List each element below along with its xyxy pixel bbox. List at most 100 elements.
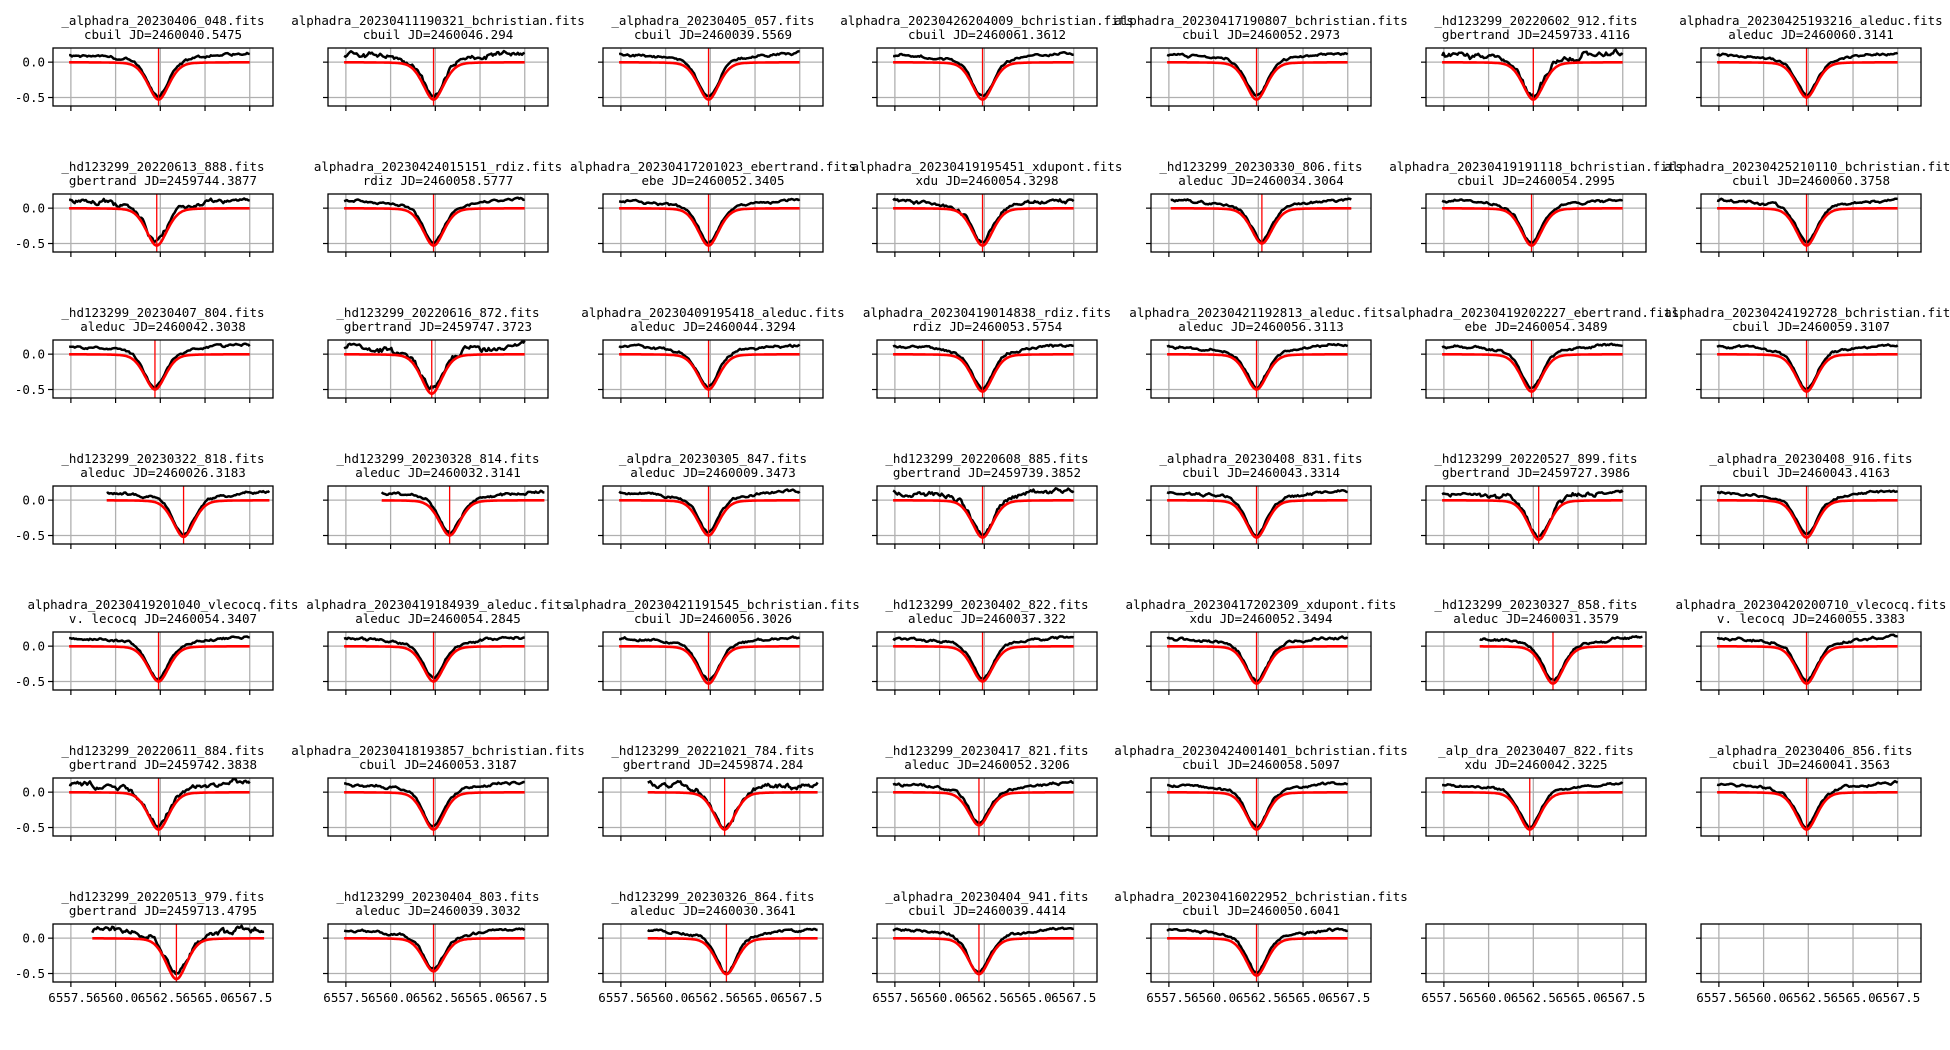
observed-spectrum-line (68, 777, 251, 829)
subplot-panel: alphadra_20230417190807_bchristian.fitsc… (1114, 13, 1408, 111)
subplot-title-info: cbuil JD=2460040.5475 (84, 27, 242, 42)
x-tick-label: 6560.0 (643, 990, 688, 1005)
subplot-title-file: _hd123299_20230326_864.fits (611, 889, 814, 904)
observed-spectrum-line (1166, 635, 1349, 683)
subplot-title-file: _alp_dra_20230407_822.fits (1438, 743, 1634, 758)
axes-frame (1425, 339, 1647, 399)
subplot-title-file: _hd123299_20230322_818.fits (61, 451, 264, 466)
subplot-title-info: aleduc JD=2460030.3641 (630, 903, 796, 918)
x-tick-label: 6565.0 (1006, 990, 1051, 1005)
subplot-panel: alphadra_20230419184939_aleduc.fitsaledu… (306, 597, 570, 695)
subplot-panel: alphadra_20230425210110_bchristian.fitsc… (1664, 159, 1950, 257)
subplot-panel: alphadra_20230419191118_bchristian.fitsc… (1389, 159, 1683, 257)
axes-frame (1700, 47, 1922, 107)
x-tick-label: 6557.5 (1696, 990, 1741, 1005)
axes-frame (1150, 631, 1372, 691)
observed-spectrum-line (1716, 779, 1899, 830)
axes-frame (1700, 339, 1922, 399)
observed-spectrum-line (1166, 488, 1348, 538)
y-tick-label: -0.5 (15, 674, 45, 689)
axes-frame (52, 339, 274, 399)
observed-spectrum-line (892, 779, 1074, 825)
x-tick-label: 6567.5 (1600, 990, 1645, 1005)
fit-profile-line (1166, 498, 1348, 539)
subplot-title-file: alphadra_20230418193857_bchristian.fits (291, 743, 585, 758)
fit-profile-line (68, 60, 250, 101)
subplot-title-file: _hd123299_20230402_822.fits (885, 597, 1088, 612)
fit-profile-line (343, 207, 525, 247)
subplot-title-info: aleduc JD=2460037.322 (908, 611, 1066, 626)
fit-profile-line (1170, 207, 1352, 245)
axes-frame (52, 631, 274, 691)
subplot-title-info: xdu JD=2460052.3494 (1190, 611, 1333, 626)
observed-spectrum-line (1166, 927, 1349, 975)
axes-frame (1425, 47, 1647, 107)
subplot-title-file: alphadra_20230419195451_xdupont.fits (852, 159, 1123, 174)
axes-frame (52, 923, 274, 983)
subplot-title-file: _hd123299_20220616_872.fits (336, 305, 539, 320)
y-tick-label: 0.0 (22, 493, 45, 508)
fit-profile-line (1441, 498, 1623, 542)
subplot-title-info: v. lecocq JD=2460055.3383 (1717, 611, 1905, 626)
axes-frame (1150, 193, 1372, 253)
fit-profile-line (618, 644, 800, 685)
fit-profile-line (92, 936, 265, 981)
subplot-title-file: _hd123299_20230417_821.fits (885, 743, 1088, 758)
observed-spectrum-line (1441, 342, 1623, 390)
fit-profile-line (1441, 207, 1623, 247)
axes-frame (1700, 485, 1922, 545)
axes-frame (52, 485, 274, 545)
observed-spectrum-line (343, 196, 525, 245)
subplot-title-info: cbuil JD=2460061.3612 (908, 27, 1066, 42)
observed-spectrum-line (1166, 51, 1349, 97)
fit-profile-line (647, 790, 818, 831)
axes-frame (602, 923, 824, 983)
subplot-title-file: _hd123299_20220602_912.fits (1434, 13, 1637, 28)
fit-profile-line (381, 498, 545, 537)
subplot-panel: alphadra_20230424192728_bchristian.fitsc… (1664, 305, 1950, 403)
observed-spectrum-line (1479, 635, 1643, 682)
subplot-title-file: _hd123299_20221021_784.fits (611, 743, 814, 758)
axes-frame (327, 339, 549, 399)
axes-frame (1150, 777, 1372, 837)
axes-frame (1150, 47, 1372, 107)
observed-spectrum-line (69, 197, 250, 244)
subplot-title-file: alphadra_20230419014838_rdiz.fits (863, 305, 1111, 320)
axes-frame (1425, 631, 1647, 691)
observed-spectrum-line (343, 339, 526, 391)
axes-frame (602, 47, 824, 107)
subplot-title-file: alphadra_20230417202309_xdupont.fits (1126, 597, 1397, 612)
axes-frame (52, 47, 274, 107)
fit-profile-line (68, 790, 250, 831)
fit-profile-line (106, 498, 270, 539)
observed-spectrum-line (1442, 781, 1624, 829)
fit-profile-line (892, 352, 1074, 393)
subplot-title-info: cbuil JD=2460059.3107 (1732, 319, 1890, 334)
subplot-title-info: aleduc JD=2460060.3141 (1728, 27, 1894, 42)
observed-spectrum-line (1716, 343, 1899, 391)
subplot-panel: 6557.5 6560.0 6562.5 6565.0 6567.5 (1421, 923, 1647, 1005)
axes-frame (327, 193, 549, 253)
y-tick-label: 0.0 (22, 55, 45, 70)
observed-spectrum-line (892, 635, 1074, 681)
x-tick-label: 6567.5 (227, 990, 272, 1005)
x-tick-label: 6565.0 (732, 990, 777, 1005)
subplot-title-file: _alpdra_20230305_847.fits (619, 451, 807, 466)
observed-spectrum-line (343, 780, 525, 828)
axes-frame (876, 47, 1098, 107)
subplot-title-file: _hd123299_20220613_888.fits (61, 159, 264, 174)
axes-frame (602, 631, 824, 691)
subplot-title-info: aleduc JD=2460039.3032 (355, 903, 521, 918)
subplot-title-info: aleduc JD=2460009.3473 (630, 465, 796, 480)
